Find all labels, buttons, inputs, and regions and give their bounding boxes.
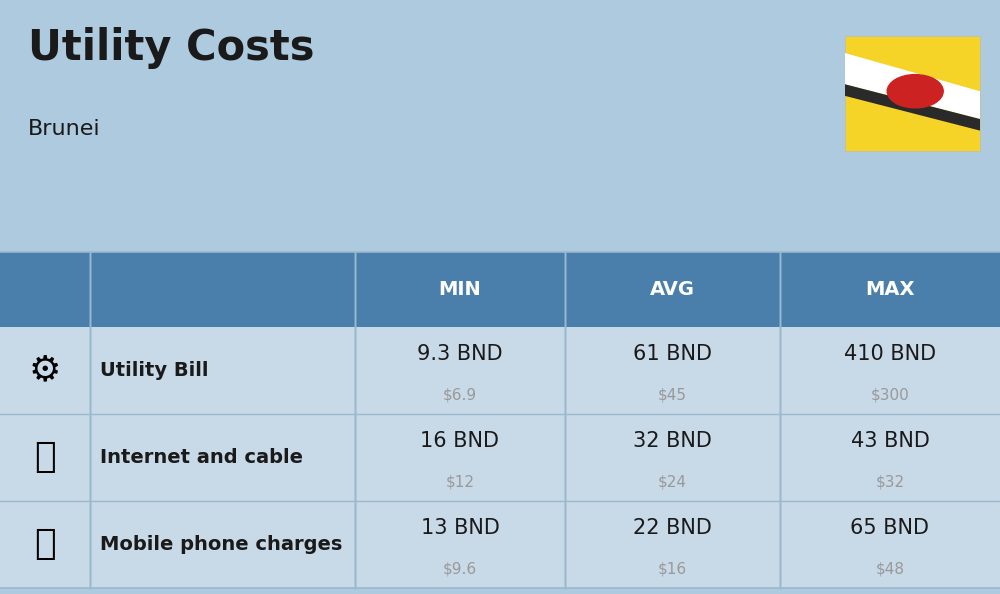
Text: 📱: 📱 <box>34 527 56 561</box>
Text: 43 BND: 43 BND <box>851 431 929 451</box>
Text: 32 BND: 32 BND <box>633 431 712 451</box>
FancyBboxPatch shape <box>0 501 1000 588</box>
Text: 61 BND: 61 BND <box>633 343 712 364</box>
Text: 410 BND: 410 BND <box>844 343 936 364</box>
Text: 📶: 📶 <box>34 440 56 475</box>
Circle shape <box>887 75 943 108</box>
Text: ⚙: ⚙ <box>29 353 61 387</box>
Text: MAX: MAX <box>865 280 915 299</box>
FancyBboxPatch shape <box>0 327 1000 414</box>
Text: 13 BND: 13 BND <box>421 518 499 538</box>
Text: 22 BND: 22 BND <box>633 518 712 538</box>
Text: Utility Costs: Utility Costs <box>28 27 314 69</box>
Text: $48: $48 <box>876 562 904 577</box>
Text: Brunei: Brunei <box>28 119 101 139</box>
FancyBboxPatch shape <box>0 414 1000 501</box>
Polygon shape <box>845 84 980 131</box>
Polygon shape <box>845 53 980 119</box>
Text: $12: $12 <box>445 475 474 490</box>
FancyBboxPatch shape <box>845 36 980 151</box>
Text: 65 BND: 65 BND <box>850 518 929 538</box>
FancyBboxPatch shape <box>0 327 90 414</box>
Text: $16: $16 <box>658 562 687 577</box>
Text: Utility Bill: Utility Bill <box>100 361 208 380</box>
Text: 9.3 BND: 9.3 BND <box>417 343 503 364</box>
Text: AVG: AVG <box>650 280 695 299</box>
Text: $300: $300 <box>871 388 909 403</box>
Text: MIN: MIN <box>439 280 481 299</box>
Text: $24: $24 <box>658 475 687 490</box>
Text: Internet and cable: Internet and cable <box>100 448 303 467</box>
Text: Mobile phone charges: Mobile phone charges <box>100 535 342 554</box>
Text: $6.9: $6.9 <box>443 388 477 403</box>
FancyBboxPatch shape <box>0 252 1000 327</box>
Text: $9.6: $9.6 <box>443 562 477 577</box>
FancyBboxPatch shape <box>0 414 90 501</box>
FancyBboxPatch shape <box>0 501 90 588</box>
Text: $45: $45 <box>658 388 687 403</box>
Text: 16 BND: 16 BND <box>420 431 499 451</box>
Text: $32: $32 <box>875 475 905 490</box>
